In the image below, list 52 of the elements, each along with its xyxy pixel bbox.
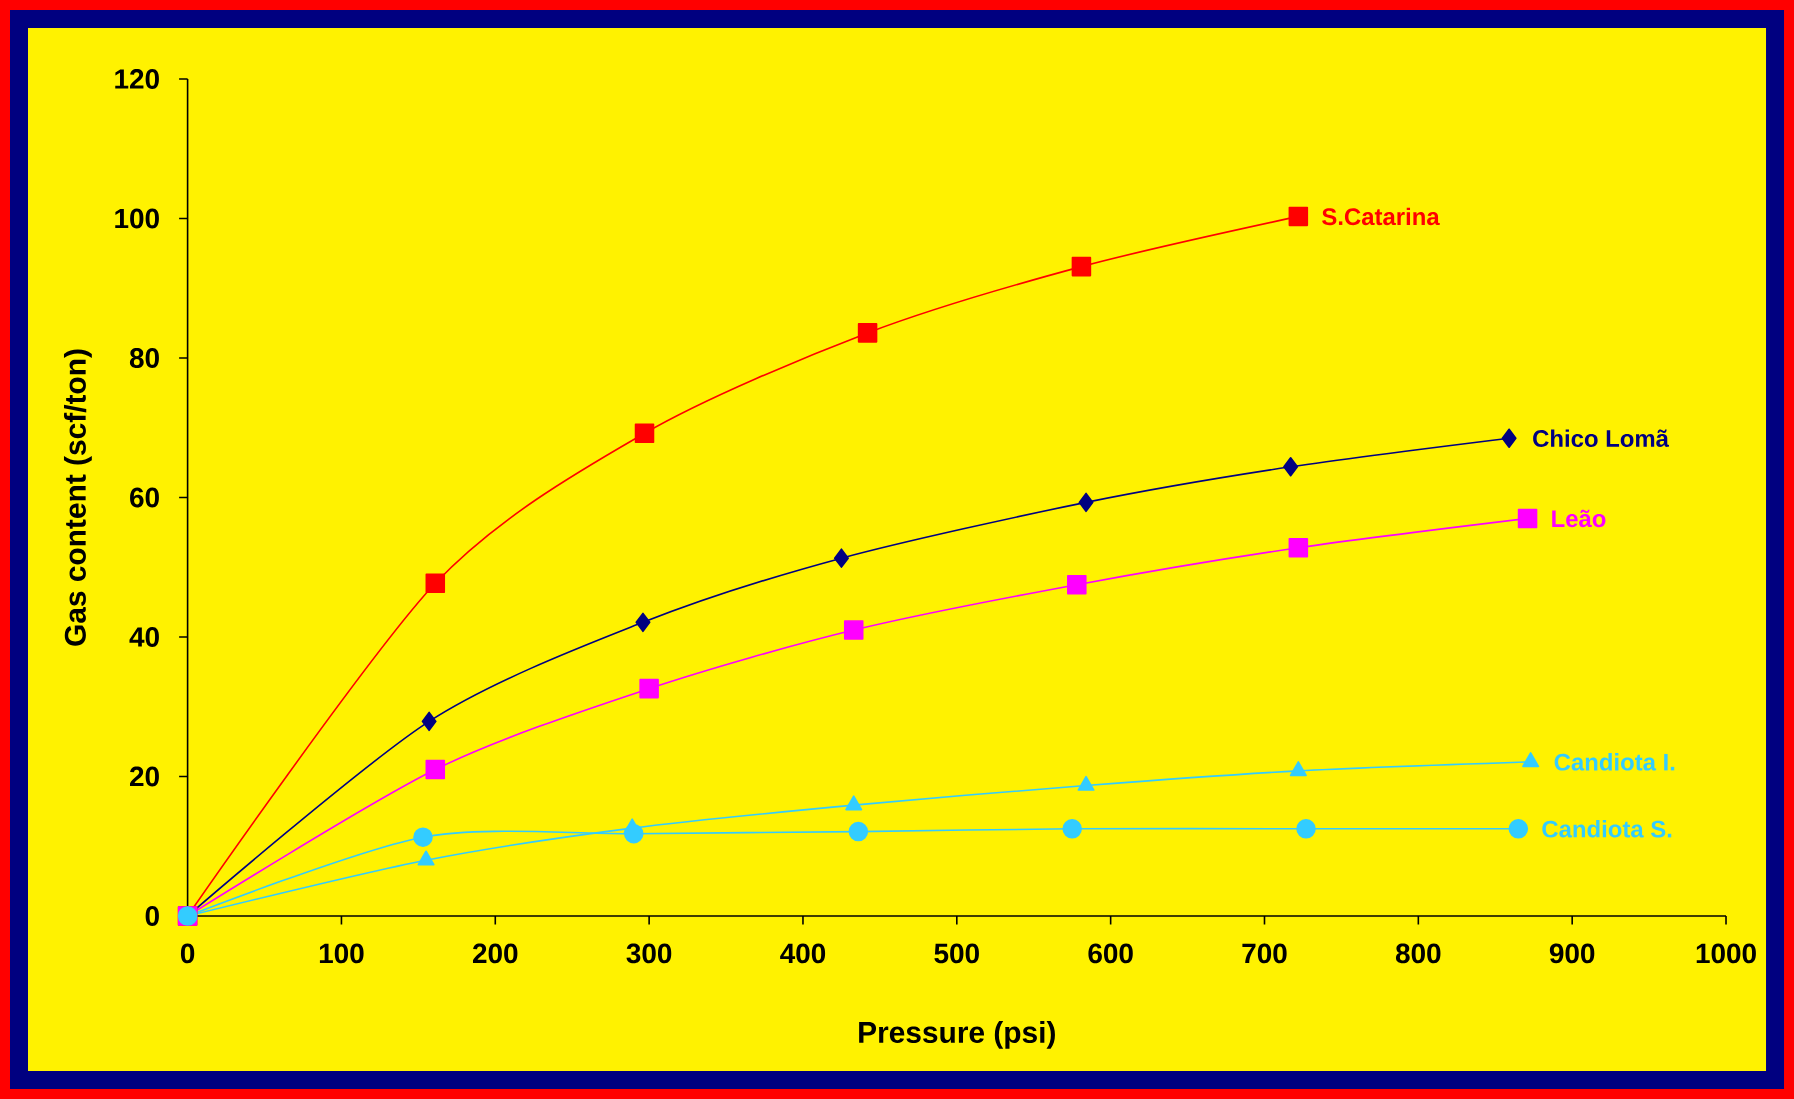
point xyxy=(857,323,878,343)
x-tick-label: 300 xyxy=(626,943,672,964)
series-label: Candiota I. xyxy=(1554,753,1675,771)
point xyxy=(843,620,864,640)
x-tick-label: 500 xyxy=(934,943,979,964)
y-tick-label: 60 xyxy=(130,487,159,508)
series-label: S.Catarina xyxy=(1322,207,1440,226)
point xyxy=(635,612,651,633)
y-tick-label: 100 xyxy=(115,208,159,229)
point xyxy=(1296,819,1316,839)
point xyxy=(1289,761,1307,777)
y-tick-label: 80 xyxy=(129,348,159,368)
point xyxy=(417,850,435,866)
point xyxy=(1501,428,1517,448)
point xyxy=(623,823,644,844)
point xyxy=(639,678,659,699)
point xyxy=(1288,537,1309,558)
x-tick-label: 400 xyxy=(780,943,826,964)
y-tick-label: 40 xyxy=(129,627,159,647)
point xyxy=(833,548,849,568)
point xyxy=(421,711,437,732)
point xyxy=(425,573,446,594)
point xyxy=(1283,457,1299,477)
point xyxy=(1508,819,1529,839)
point xyxy=(1517,508,1538,529)
point xyxy=(845,795,863,811)
x-tick-label: 200 xyxy=(472,943,518,964)
point xyxy=(1062,819,1082,839)
point xyxy=(1522,752,1540,768)
x-tick-label: 100 xyxy=(319,943,364,964)
x-tick-label: 700 xyxy=(1242,943,1287,964)
series-label: Chico Lomã xyxy=(1533,429,1670,447)
point xyxy=(425,759,446,780)
point xyxy=(1078,492,1094,513)
point xyxy=(634,423,655,444)
point xyxy=(1288,206,1309,227)
y-axis-title: Gas content (scf/ton) xyxy=(63,349,92,646)
point xyxy=(848,821,869,842)
x-tick-label: 0 xyxy=(180,943,195,964)
series-label: Leão xyxy=(1552,509,1606,528)
point xyxy=(1067,574,1087,595)
series-label: Candiota S. xyxy=(1542,820,1672,838)
y-tick-label: 0 xyxy=(145,906,159,926)
y-tick-label: 20 xyxy=(130,766,159,787)
x-tick-label: 900 xyxy=(1549,943,1595,964)
point xyxy=(1071,256,1092,277)
y-tick-label: 120 xyxy=(115,69,159,89)
x-tick-label: 600 xyxy=(1088,943,1133,964)
x-axis-title: Pressure (psi) xyxy=(859,1021,1055,1049)
point xyxy=(413,827,433,847)
x-tick-label: 800 xyxy=(1395,943,1441,964)
x-tick-label: 1000 xyxy=(1696,943,1756,964)
